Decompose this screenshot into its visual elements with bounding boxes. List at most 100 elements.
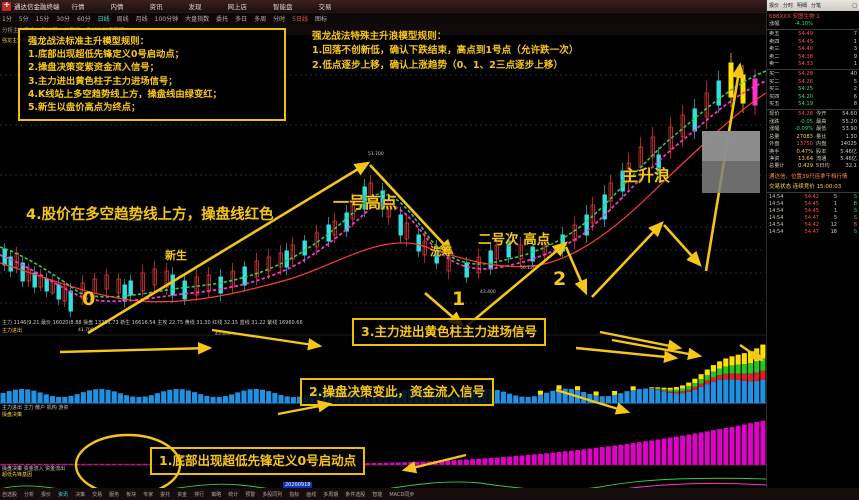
pioneer-panel[interactable]: 超低先锋基因 xyxy=(0,471,766,488)
stat-5-label: 换手 xyxy=(769,148,780,155)
tick-2-price: 54.45 xyxy=(804,207,819,214)
stat-3-value2: 1.30 xyxy=(845,133,857,140)
tab-intraday[interactable]: 分时 xyxy=(783,3,794,9)
status-item-3[interactable]: 资讯 xyxy=(58,491,69,498)
period-month[interactable]: 月线 xyxy=(135,16,148,23)
standard-rule-3: 3.主力进出黄色柱子主力进场信号； xyxy=(28,75,178,87)
status-item-20[interactable]: 智能 xyxy=(372,491,383,498)
status-item-15[interactable]: 多股同列 xyxy=(262,491,283,498)
menu-item-zhinengpan[interactable]: 智能盘 xyxy=(273,3,293,11)
stat-2-value: -0.09% xyxy=(794,126,813,133)
osc-green xyxy=(2,477,766,488)
period-multiweek[interactable]: 多周 xyxy=(254,16,267,23)
tick-1-vol: 1 xyxy=(833,200,837,207)
status-item-9[interactable]: 委托 xyxy=(160,491,171,498)
bid2-price: 54.26 xyxy=(798,78,813,85)
status-item-0[interactable]: 自选股 xyxy=(2,491,18,498)
period-5day[interactable]: 5日线 xyxy=(292,16,308,23)
arrow-fall-1 xyxy=(369,164,454,255)
menu-item-wangshangdian[interactable]: 网上店 xyxy=(227,3,248,11)
period-30m[interactable]: 30分 xyxy=(56,16,70,23)
period-5m[interactable]: 5分 xyxy=(18,16,29,23)
period-15m[interactable]: 15分 xyxy=(35,16,50,23)
quote-sidebar[interactable]: 报价 分时 明细 分笔 □ 688XXX 安图生物 1 涨幅 -4.10% 卖五… xyxy=(766,0,859,500)
status-item-12[interactable]: 策略 xyxy=(211,491,222,498)
status-item-6[interactable]: 服务 xyxy=(109,491,120,498)
price-label-6: 43.400 xyxy=(480,289,496,295)
status-item-8[interactable]: 专家 xyxy=(143,491,154,498)
status-item-19[interactable]: 条件选股 xyxy=(345,491,366,498)
status-item-1[interactable]: 分析 xyxy=(24,491,35,498)
period-entrust[interactable]: 委托 xyxy=(216,16,229,23)
stat-6-label2: 流通 xyxy=(816,155,827,162)
annotation-special-rules: 强龙战法特殊主升浪模型规则： 1.回落不创新低，确认下跌结束，高点到1号点（允许… xyxy=(312,30,578,73)
period-multiday[interactable]: 多日 xyxy=(235,16,248,23)
status-item-18[interactable]: 多周期 xyxy=(323,491,339,498)
period-intraday[interactable]: 分时 xyxy=(273,16,286,23)
stat-row: 外盘 13750 内盘 14025 xyxy=(767,141,859,148)
tick-0-price: 54.42 xyxy=(804,193,819,200)
bottom-status-bar[interactable]: 自选股 分析 报价 资讯 决策 交易 服务 板块 专家 委托 资金 排行 策略 … xyxy=(0,488,859,500)
stat-6-value: 13.64 xyxy=(798,155,813,162)
bid4-label: 买四 xyxy=(769,93,780,100)
tick-2-time: 14:54 xyxy=(769,207,784,214)
status-item-4[interactable]: 决策 xyxy=(75,491,86,498)
stat-7-value2: 32.1 xyxy=(845,163,857,170)
tab-detail[interactable]: 明细 xyxy=(797,3,808,9)
status-item-16[interactable]: 指标 xyxy=(289,491,300,498)
period-chart-icon[interactable]: 图标 xyxy=(314,16,327,23)
period-60m[interactable]: 60分 xyxy=(76,16,91,23)
app-logo-icon xyxy=(2,0,11,11)
quote-sidebar-header[interactable]: 报价 分时 明细 分笔 □ xyxy=(767,0,859,11)
status-item-2[interactable]: 报价 xyxy=(41,491,52,498)
date-marker: 20200918 xyxy=(283,482,313,488)
status-item-11[interactable]: 排行 xyxy=(194,491,205,498)
menu-item-neiqing[interactable]: 内情 xyxy=(110,3,124,11)
tick-1-time: 14:54 xyxy=(769,200,784,207)
decision-panel[interactable]: 操盘决策 xyxy=(0,411,766,469)
ask5-price: 54.49 xyxy=(798,31,813,38)
price-label-1: 47.330 xyxy=(126,217,142,223)
period-week[interactable]: 周线 xyxy=(116,16,129,23)
stat-2-label2: 最低 xyxy=(816,126,827,133)
stat-4-label2: 内盘 xyxy=(816,141,827,148)
stat-1-label2: 最高 xyxy=(816,118,827,125)
status-item-21[interactable]: MACD同步 xyxy=(389,491,415,498)
tab-tick[interactable]: 分笔 xyxy=(811,3,822,9)
period-index[interactable]: 大盘指数 xyxy=(185,16,210,23)
menu-item-jiaoyi[interactable]: 交易 xyxy=(318,3,332,11)
period-1m[interactable]: 1分 xyxy=(2,16,12,23)
menu-item-hangqing[interactable]: 行情 xyxy=(71,3,85,11)
bid2-qty: 5 xyxy=(853,78,857,85)
status-item-7[interactable]: 板块 xyxy=(126,491,137,498)
main-menu-bar[interactable]: 通达信金融终端 行情 内情 资讯 发现 网上店 智能盘 交易 还差8分钟收盘 必… xyxy=(0,0,859,13)
status-item-14[interactable]: 预警 xyxy=(245,491,256,498)
pioneer-panel-title: 超低先锋基因 xyxy=(2,472,33,478)
menu-item-zixun[interactable]: 资讯 xyxy=(149,3,163,11)
stat-5-value2: 5.46亿 xyxy=(840,148,857,155)
window-controls-icon[interactable]: □ xyxy=(852,2,857,9)
tick-list[interactable]: 14:54 54.42 5 S 14:54 54.45 1 B 14:54 54.45 1 S 1… xyxy=(767,194,859,236)
tick-5-price: 54.47 xyxy=(804,228,819,235)
divider-4 xyxy=(767,191,859,193)
status-item-13[interactable]: 统计 xyxy=(228,491,239,498)
status-item-10[interactable]: 资金 xyxy=(177,491,188,498)
arrow-rise-2 xyxy=(467,241,568,326)
stat-4-value: 13750 xyxy=(796,141,813,148)
tab-quote[interactable]: 报价 xyxy=(769,3,780,9)
bid-ladder: 买一 54.28 40 买二 54.26 5 买三 54.25 2 买四 54.20 6 买五 5… xyxy=(767,71,859,108)
stat-row: 净资 13.64 流通 5.46亿 xyxy=(767,156,859,163)
bid5-label: 买五 xyxy=(769,101,780,108)
tick-4-price: 54.42 xyxy=(804,221,819,228)
menu-item-faxian[interactable]: 发现 xyxy=(188,3,202,11)
stat-3-value: 27083 xyxy=(796,133,813,140)
period-day-selected[interactable]: 日线 xyxy=(97,16,110,23)
status-item-5[interactable]: 交易 xyxy=(92,491,103,498)
stat-3-label2: 量比 xyxy=(816,133,827,140)
status-item-17[interactable]: 画线 xyxy=(306,491,317,498)
period-100m[interactable]: 100分钟 xyxy=(154,16,179,23)
blue-level-lines xyxy=(0,249,766,304)
tick-3-vol: 5 xyxy=(833,214,837,221)
annotation-point-0: 0 xyxy=(82,288,96,310)
period-toolbar[interactable]: 1分 5分 15分 30分 60分 日线 周线 月线 100分钟 大盘指数 委托… xyxy=(0,13,859,24)
